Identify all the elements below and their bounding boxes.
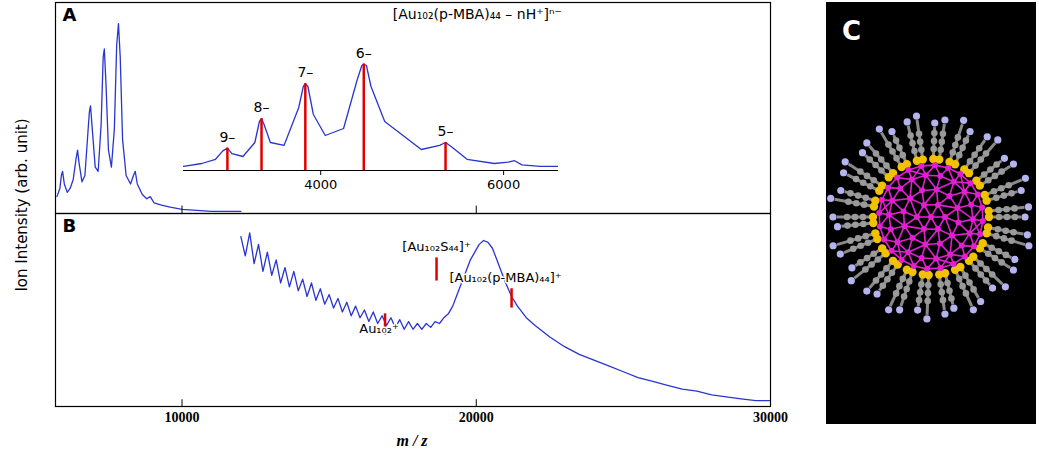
svg-text:[Au₁₀₂S₄₄]⁺: [Au₁₀₂S₄₄]⁺ xyxy=(402,239,470,254)
svg-text:10000: 10000 xyxy=(165,410,200,425)
html-text:m / z: m / z xyxy=(396,432,428,449)
svg-text:B: B xyxy=(63,215,77,236)
svg-text:6000: 6000 xyxy=(487,177,520,192)
svg-text:5–: 5– xyxy=(438,123,454,139)
svg-text:[Au₁₀₂(p-MBA)₄₄]⁺: [Au₁₀₂(p-MBA)₄₄]⁺ xyxy=(449,270,561,285)
svg-text:9–: 9– xyxy=(219,129,235,145)
svg-text:30000: 30000 xyxy=(753,410,788,425)
svg-text:Au₁₀₂⁺: Au₁₀₂⁺ xyxy=(359,321,399,336)
svg-text:C: C xyxy=(842,16,861,46)
svg-text:6–: 6– xyxy=(356,45,372,61)
svg-text:20000: 20000 xyxy=(459,410,494,425)
svg-text:4000: 4000 xyxy=(304,177,337,192)
svg-text:7–: 7– xyxy=(297,64,313,80)
html-text:[Au₁₀₂(p-MBA)₄₄ – nH⁺]ⁿ⁻: [Au₁₀₂(p-MBA)₄₄ – nH⁺]ⁿ⁻ xyxy=(392,6,562,22)
svg-text:A: A xyxy=(63,4,77,25)
svg-text:8–: 8– xyxy=(254,99,270,115)
html-text:Ion Intensity (arb. unit): Ion Intensity (arb. unit) xyxy=(13,118,31,292)
